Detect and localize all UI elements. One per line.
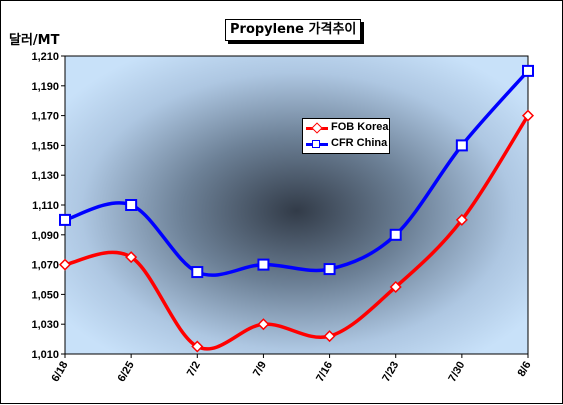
legend-label-fob-korea: FOB Korea bbox=[331, 121, 389, 133]
data-point-cfr-china bbox=[455, 139, 468, 152]
x-tick-label: 7/16 bbox=[314, 360, 335, 385]
data-point-cfr-china bbox=[191, 266, 204, 279]
chart-title: Propylene 가격추이 bbox=[225, 19, 362, 41]
y-tick-label: 1,150 bbox=[31, 140, 59, 152]
data-point-cfr-china bbox=[257, 258, 270, 271]
y-tick-label: 1,110 bbox=[32, 200, 59, 212]
x-tick-label: 6/18 bbox=[49, 360, 70, 385]
y-tick-label: 1,190 bbox=[31, 81, 59, 93]
data-point-fob-korea bbox=[455, 213, 468, 226]
legend-square-marker bbox=[312, 140, 320, 148]
data-point-fob-korea bbox=[257, 318, 270, 331]
y-tick-label: 1,170 bbox=[31, 111, 59, 123]
x-tick-label: 6/25 bbox=[116, 360, 137, 385]
y-tick-label: 1,030 bbox=[31, 319, 59, 331]
data-point-fob-korea bbox=[125, 251, 138, 264]
y-axis-unit-label: 달러/MT bbox=[9, 33, 60, 48]
y-tick-label: 1,070 bbox=[31, 260, 59, 272]
x-tick-label: 7/9 bbox=[251, 360, 269, 379]
data-point-fob-korea bbox=[191, 340, 204, 353]
legend-item-fob-korea: FOB Korea bbox=[303, 120, 389, 136]
x-tick-label: 7/23 bbox=[380, 360, 401, 385]
data-point-cfr-china bbox=[323, 263, 336, 276]
data-point-cfr-china bbox=[522, 64, 534, 77]
x-tick-label: 7/30 bbox=[446, 360, 467, 385]
plot-area bbox=[64, 55, 529, 355]
chart-legend: FOB Korea CFR China bbox=[302, 118, 390, 154]
y-tick-label: 1,210 bbox=[31, 51, 59, 63]
legend-label-cfr-china: CFR China bbox=[331, 137, 388, 149]
data-point-fob-korea bbox=[58, 258, 72, 271]
data-point-cfr-china bbox=[125, 199, 138, 211]
data-point-cfr-china bbox=[389, 228, 402, 241]
data-point-fob-korea bbox=[521, 109, 535, 122]
y-tick-label: 1,050 bbox=[31, 289, 59, 301]
x-tick-label: 7/2 bbox=[185, 360, 203, 379]
legend-item-cfr-china: CFR China bbox=[303, 136, 389, 152]
series-group bbox=[58, 64, 535, 353]
y-tick-label: 1,090 bbox=[31, 230, 59, 242]
y-tick-label: 1,010 bbox=[31, 349, 59, 361]
y-tick-label: 1,130 bbox=[31, 170, 59, 182]
data-point-fob-korea bbox=[323, 330, 336, 343]
data-point-fob-korea bbox=[389, 280, 402, 293]
x-tick-label: 8/6 bbox=[516, 360, 534, 379]
legend-diamond-marker bbox=[311, 122, 323, 134]
data-point-cfr-china bbox=[59, 213, 71, 226]
